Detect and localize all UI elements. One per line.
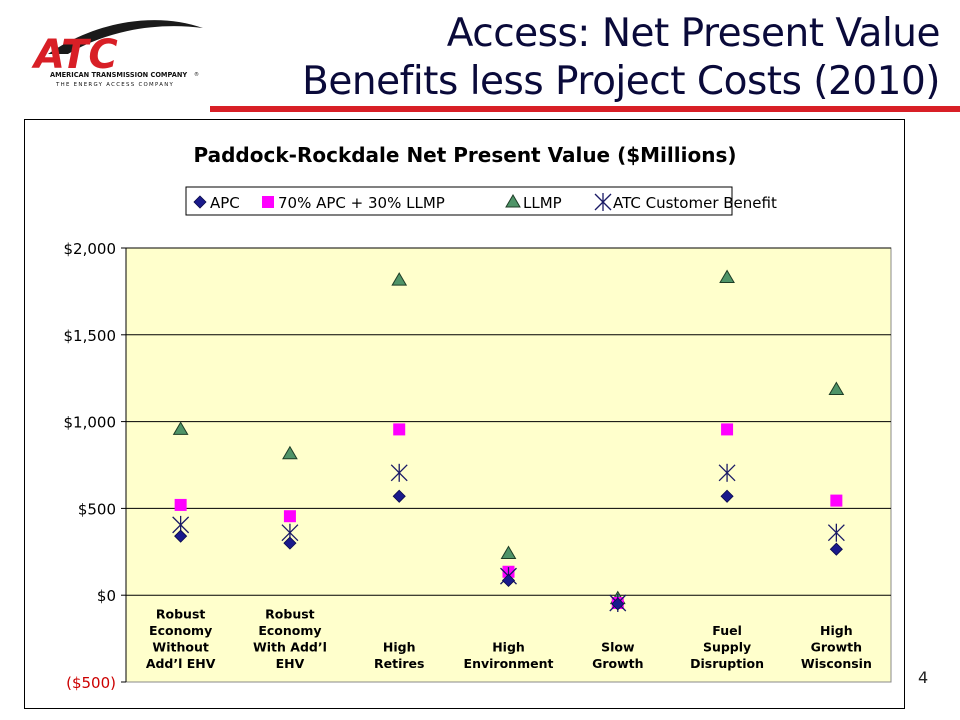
slide-title-line1: Access: Net Present Value bbox=[446, 11, 941, 56]
category-label: Robust Economy With Add’l EHV bbox=[253, 607, 327, 672]
category-label-line: Without bbox=[152, 640, 208, 655]
category-label-line: High bbox=[492, 640, 525, 655]
point-70-apc-30-llmp bbox=[283, 510, 296, 523]
point-atc-customer-benefit bbox=[390, 463, 408, 482]
category-label-line: Retires bbox=[374, 656, 424, 671]
point-apc bbox=[501, 573, 516, 588]
category-label-line: Robust bbox=[265, 607, 314, 622]
category-label: Robust Economy Without Add’l EHV bbox=[146, 607, 216, 672]
point-llmp bbox=[282, 445, 298, 460]
gridlines bbox=[126, 247, 891, 596]
category-label-line: Supply bbox=[703, 640, 751, 655]
category-label-line: Disruption bbox=[690, 656, 764, 671]
legend-marker bbox=[594, 193, 612, 211]
legend-marker bbox=[505, 194, 521, 208]
logo-registered: ® bbox=[194, 71, 199, 78]
legend-marker bbox=[262, 196, 274, 208]
logo-mark: ATC bbox=[31, 32, 118, 78]
chart-title: Paddock-Rockdale Net Present Value ($Mil… bbox=[194, 143, 737, 167]
category-label: High Retires bbox=[374, 640, 424, 672]
legend-label: APC bbox=[210, 194, 240, 212]
point-apc bbox=[392, 489, 406, 503]
slide-title-line2: Benefits less Project Costs (2010) bbox=[302, 59, 940, 104]
point-apc bbox=[720, 489, 734, 503]
point-apc bbox=[829, 542, 843, 556]
chart-legend: APC 70% APC + 30% LLMP LLMP ATC Customer Be… bbox=[185, 186, 777, 216]
y-tick-label: ($500) bbox=[66, 674, 116, 692]
point-apc bbox=[611, 597, 625, 611]
y-tick-label: $1,500 bbox=[64, 327, 117, 345]
point-70-apc-30-llmp bbox=[830, 494, 843, 507]
page-number: 4 bbox=[918, 668, 929, 687]
point-70-apc-30-llmp bbox=[393, 423, 406, 436]
point-70-apc-30-llmp bbox=[174, 498, 187, 511]
legend-marker bbox=[193, 195, 207, 209]
category-label-line: Add’l EHV bbox=[146, 656, 216, 671]
category-label-line: Economy bbox=[149, 623, 212, 638]
category-label: Fuel Supply Disruption bbox=[690, 623, 764, 671]
logo-tagline: THE ENERGY ACCESS COMPANY bbox=[55, 82, 174, 88]
category-label-line: Economy bbox=[258, 623, 321, 638]
category-label-line: High bbox=[820, 623, 853, 638]
category-label: Slow Growth bbox=[592, 640, 643, 672]
chart-frame: Paddock-Rockdale Net Present Value ($Mil… bbox=[24, 119, 905, 709]
category-label-line: Growth bbox=[811, 640, 862, 655]
category-label-line: Slow bbox=[601, 640, 635, 655]
category-label-line: With Add’l bbox=[253, 640, 327, 655]
point-llmp bbox=[391, 272, 408, 286]
point-llmp bbox=[719, 269, 735, 284]
point-atc-customer-benefit bbox=[718, 463, 736, 482]
slide-title: Access: Net Present Value Benefits less … bbox=[300, 10, 940, 106]
category-label: High Environment bbox=[464, 640, 554, 672]
legend-label: 70% APC + 30% LLMP bbox=[278, 194, 445, 212]
point-llmp bbox=[500, 545, 517, 560]
category-label-line: EHV bbox=[276, 656, 305, 671]
y-tick-label: $500 bbox=[78, 500, 116, 518]
category-label-line: Robust bbox=[156, 607, 205, 622]
category-label-line: High bbox=[383, 640, 416, 655]
y-axis-ticks: $2,000 $1,500 $1,000 $500 $0 ($500) bbox=[64, 240, 127, 692]
y-tick-label: $2,000 bbox=[64, 240, 117, 258]
category-label-line: Fuel bbox=[712, 623, 742, 638]
y-tick-label: $0 bbox=[97, 587, 116, 605]
legend-label: LLMP bbox=[523, 194, 562, 212]
data-markers bbox=[172, 269, 845, 613]
atc-logo: ATC AMERICAN TRANSMISSION COMPANY ® THE … bbox=[31, 20, 203, 88]
category-label-line: Wisconsin bbox=[801, 656, 872, 671]
point-apc bbox=[174, 529, 188, 543]
category-label-line: Environment bbox=[464, 656, 554, 671]
point-llmp bbox=[172, 421, 189, 435]
title-rule bbox=[210, 106, 960, 112]
category-label: High Growth Wisconsin bbox=[801, 623, 872, 671]
y-tick-label: $1,000 bbox=[64, 414, 117, 432]
point-llmp bbox=[828, 381, 845, 395]
legend-box bbox=[185, 186, 733, 216]
plot-area bbox=[125, 247, 892, 683]
legend-label: ATC Customer Benefit bbox=[613, 194, 777, 212]
logo-swoosh bbox=[48, 20, 203, 54]
point-70-apc-30-llmp bbox=[721, 423, 734, 436]
logo-company: AMERICAN TRANSMISSION COMPANY bbox=[50, 71, 187, 79]
point-apc bbox=[283, 536, 297, 550]
point-atc-customer-benefit bbox=[827, 523, 845, 542]
category-label-line: Growth bbox=[592, 656, 643, 671]
npv-chart: Paddock-Rockdale Net Present Value ($Mil… bbox=[64, 143, 892, 692]
